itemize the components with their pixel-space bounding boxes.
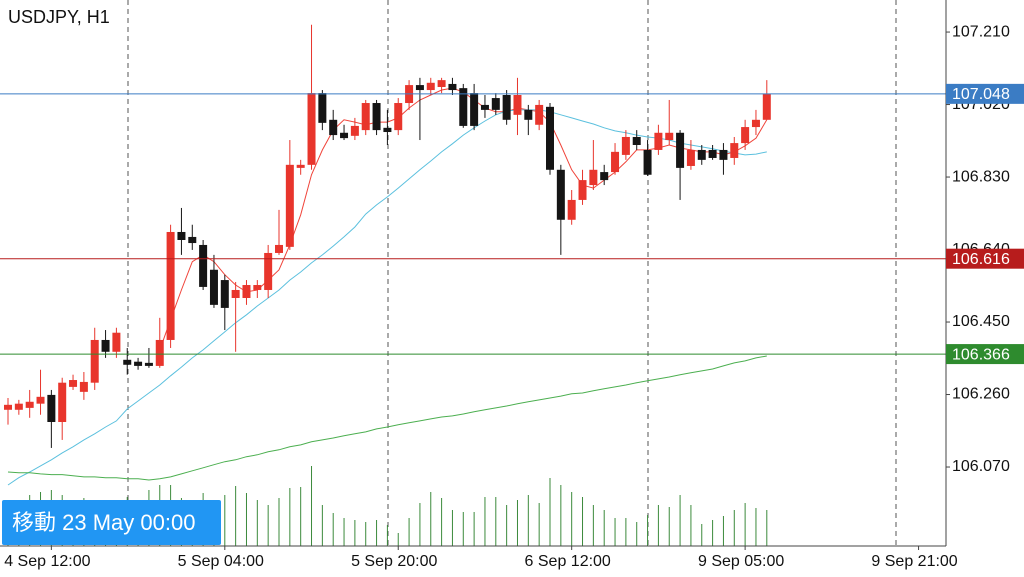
candle-body [394, 103, 403, 131]
candle-body [459, 88, 468, 126]
candle-body [69, 380, 78, 387]
candle-body [58, 382, 67, 422]
candle-body [611, 151, 620, 173]
axes: 107.210107.020106.830106.640106.450106.2… [4, 23, 1024, 570]
candle-body [14, 403, 23, 410]
candle-body [546, 106, 554, 170]
candle-body [123, 359, 132, 365]
candles [4, 24, 771, 448]
candle-body [426, 82, 435, 91]
grid [127, 0, 897, 546]
x-tick-label: 9 Sep 21:00 [871, 553, 957, 570]
candle-body [524, 109, 533, 120]
candle-body [621, 136, 630, 155]
candle-body [307, 93, 316, 165]
candle-body [437, 80, 446, 87]
candle-body [90, 339, 99, 383]
candle-body [535, 104, 544, 125]
candle-body [470, 93, 479, 126]
y-tick-label: 106.260 [952, 386, 1010, 403]
candle-body [275, 244, 283, 253]
candle-body [762, 93, 771, 120]
x-tick-label: 9 Sep 05:00 [698, 553, 784, 570]
candle-body [253, 285, 262, 290]
candle-body [632, 136, 641, 145]
candle-body [134, 361, 143, 366]
candle-body [350, 125, 359, 136]
candle-body [296, 164, 305, 168]
candle-body [415, 85, 424, 91]
candle-body [318, 93, 327, 123]
x-tick-label: 4 Sep 12:00 [4, 553, 90, 570]
candle-body [101, 339, 110, 352]
y-tick-label: 106.450 [952, 313, 1010, 330]
candle-body [676, 132, 685, 168]
candle-body [25, 401, 34, 408]
candle-body [654, 132, 663, 150]
candle-body [199, 244, 208, 287]
badge-bg[interactable] [2, 500, 221, 545]
candle-body [719, 149, 728, 160]
candle-body [686, 149, 695, 166]
candle-body [264, 252, 273, 290]
candle-body [4, 404, 12, 410]
candle-body [556, 169, 565, 220]
candle-body [708, 149, 717, 158]
y-tick-label: 107.210 [952, 23, 1010, 40]
candle-body [285, 164, 294, 247]
candle-body [751, 119, 760, 128]
candle-body [578, 180, 587, 200]
badge-text[interactable]: 移動 23 May 00:00 [12, 510, 195, 535]
candle-body [448, 83, 457, 91]
chart-title: USDJPY, H1 [8, 7, 110, 27]
x-tick-label: 5 Sep 04:00 [178, 553, 264, 570]
candle-body [502, 95, 511, 120]
candle-body [166, 231, 175, 340]
candle-body [665, 132, 674, 141]
moving-average [7, 355, 767, 481]
candle-body [188, 236, 197, 244]
candle-body [480, 104, 489, 110]
price-label-bg [946, 344, 1024, 365]
candle-body [155, 339, 164, 366]
price-label: 106.366 [952, 346, 1010, 363]
x-tick-label: 6 Sep 12:00 [525, 553, 611, 570]
candle-body [177, 231, 186, 240]
y-tick-label: 106.830 [952, 168, 1010, 185]
candle-body [242, 285, 251, 298]
candle-body [643, 149, 652, 175]
price-label-bg [946, 248, 1024, 269]
candle-body [589, 169, 598, 186]
candle-body [112, 332, 121, 352]
candle-body [697, 149, 706, 160]
candle-body [36, 396, 45, 404]
candle-body [340, 132, 349, 139]
candle-body [47, 394, 56, 422]
candle-body [567, 199, 576, 220]
candle-body [383, 127, 392, 133]
candle-body [361, 103, 370, 131]
candle-body [730, 143, 739, 158]
price-lines [0, 93, 946, 355]
candle-body [513, 95, 522, 115]
y-tick-label: 106.070 [952, 458, 1010, 475]
candle-body [209, 269, 218, 305]
candle-body [231, 289, 240, 298]
candle-body [329, 119, 338, 136]
price-label: 106.616 [952, 251, 1010, 268]
candle-body [372, 103, 381, 131]
candle-body [79, 381, 88, 392]
candle-body [600, 172, 609, 181]
price-label: 107.048 [952, 86, 1010, 103]
candle-body [741, 127, 750, 144]
price-label-bg [946, 83, 1024, 104]
candle-body [220, 280, 229, 308]
candle-body [491, 98, 500, 110]
moving-average [7, 109, 767, 486]
x-tick-label: 5 Sep 20:00 [351, 553, 437, 570]
candle-body [144, 362, 153, 366]
